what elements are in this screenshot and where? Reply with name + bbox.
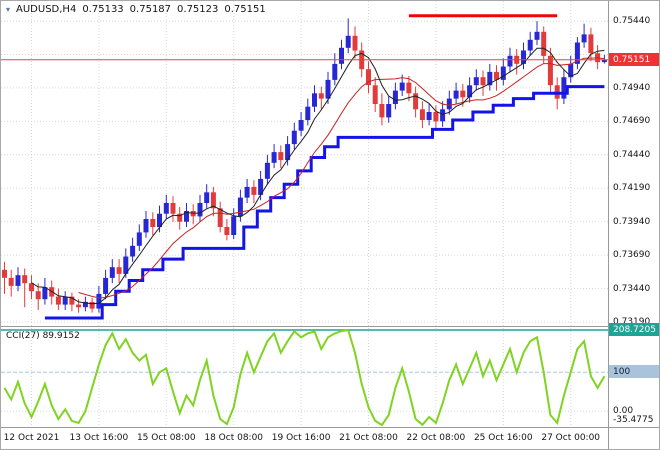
price-axis-label: 0.73940 <box>613 216 651 227</box>
candlestick-chart[interactable] <box>1 1 608 327</box>
cci-100-level-label: 100 <box>609 365 659 379</box>
price-axis-label: 0.74440 <box>613 149 651 160</box>
time-axis-label: 22 Oct 08:00 <box>406 433 466 443</box>
ohlc-open: 0.75133 <box>82 4 124 15</box>
symbol-timeframe-label: AUDUSD,H4 <box>16 4 77 15</box>
chart-title: ▾ AUDUSD,H4 0.75133 0.75187 0.75123 0.75… <box>6 4 266 15</box>
price-axis-label: 0.73190 <box>613 316 651 327</box>
bid-price-label: 0.75151 <box>609 52 659 66</box>
price-axis-label: 0.73440 <box>613 283 651 294</box>
time-axis-label: 18 Oct 08:00 <box>204 433 264 443</box>
cci-max-level-label: 208.7205 <box>609 323 659 336</box>
time-axis-label: 13 Oct 16:00 <box>69 433 129 443</box>
cci-chart[interactable] <box>1 328 608 427</box>
price-axis-label: 0.74940 <box>613 82 651 93</box>
time-axis-label: 12 Oct 2021 <box>3 433 60 443</box>
time-axis-label: 27 Oct 00:00 <box>541 433 601 443</box>
price-axis-separator <box>608 1 609 449</box>
ohlc-high: 0.75187 <box>129 4 172 15</box>
price-axis-label: 0.75440 <box>613 16 651 27</box>
ohlc-low: 0.75123 <box>177 4 219 15</box>
indicator-value: 89.9152 <box>42 331 80 341</box>
price-axis[interactable]: 0.75440 0.74940 0.74690 0.74440 0.74190 0.739… <box>609 1 659 449</box>
time-axis-label: 19 Oct 16:00 <box>271 433 331 443</box>
pane-separator[interactable] <box>1 326 659 327</box>
ohlc-close: 0.75151 <box>224 4 266 15</box>
price-axis-label: 0.73690 <box>613 250 651 261</box>
time-axis-label: 25 Oct 16:00 <box>473 433 533 443</box>
indicator-name: CCI(27) <box>6 331 40 341</box>
time-axis[interactable]: 12 Oct 2021 13 Oct 16:00 15 Oct 08:00 18 Oc… <box>1 428 608 449</box>
time-axis-label: 21 Oct 08:00 <box>339 433 398 443</box>
price-axis-label: 0.74190 <box>613 183 651 194</box>
time-axis-separator <box>1 427 659 428</box>
price-axis-label: 0.74690 <box>613 116 651 127</box>
time-axis-label: 15 Oct 08:00 <box>136 433 196 443</box>
cci-min-label: -35.4775 <box>613 415 654 425</box>
chart-window-icon: ▾ <box>6 4 11 14</box>
indicator-label: CCI(27) 89.9152 <box>6 331 80 341</box>
cci-zero-label: 0.00 <box>613 406 634 417</box>
